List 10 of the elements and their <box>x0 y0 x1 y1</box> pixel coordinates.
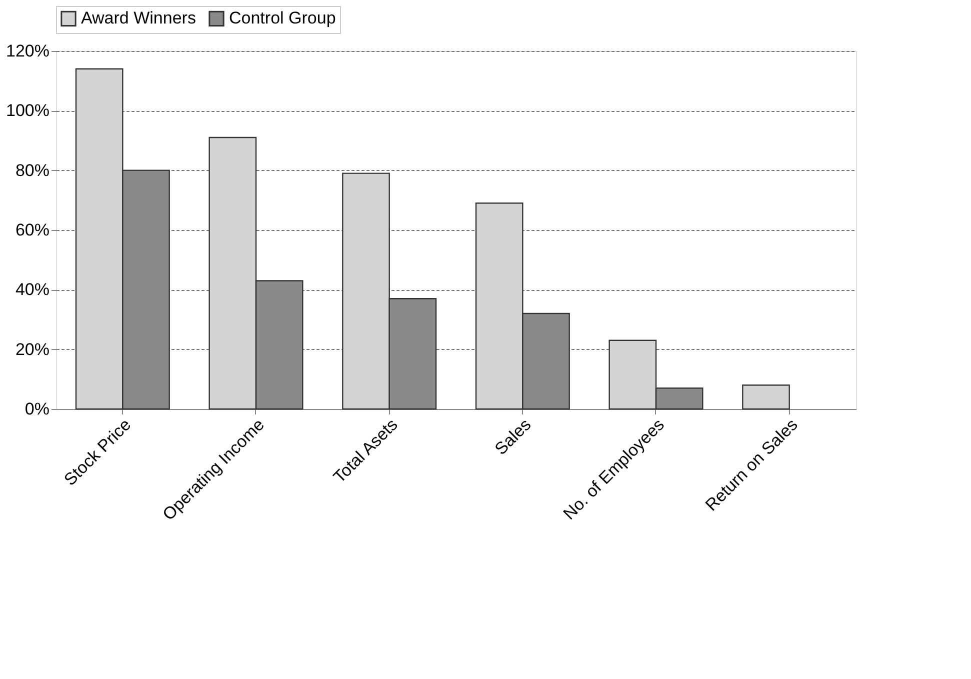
y-tick-label: 100% <box>6 101 50 120</box>
y-tick-label: 120% <box>6 42 50 60</box>
bar <box>742 384 790 410</box>
legend-label: Award Winners <box>81 8 196 28</box>
legend-label: Control Group <box>229 8 336 28</box>
y-tick-label: 0% <box>24 400 50 418</box>
y-tick-label: 60% <box>15 220 50 240</box>
y-tick-label: 80% <box>15 160 50 180</box>
y-tick-label: 40% <box>15 280 50 300</box>
y-tick-label: 20% <box>15 340 50 359</box>
